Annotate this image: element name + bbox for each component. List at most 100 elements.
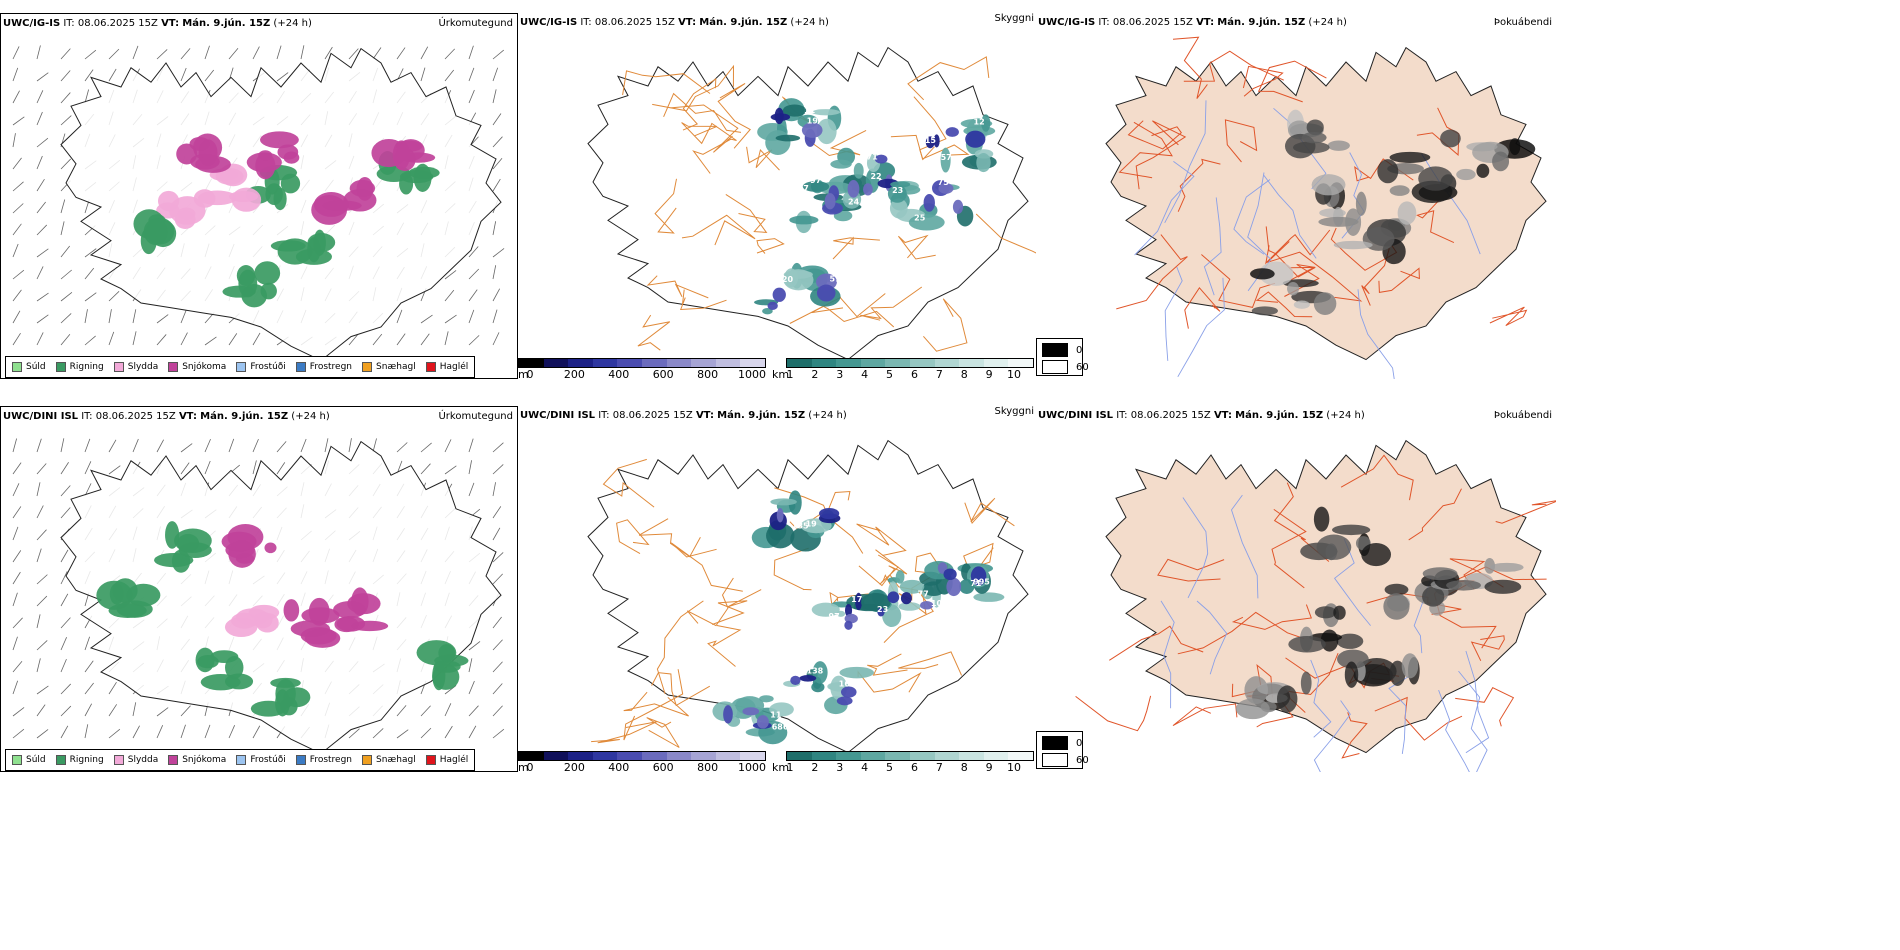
wind-barb — [60, 507, 71, 519]
wind-barb — [204, 69, 215, 82]
road — [1374, 696, 1463, 741]
wind-barb — [228, 438, 235, 453]
wind-barb — [372, 728, 384, 739]
legend-swatch — [113, 755, 124, 765]
visibility-area — [812, 661, 828, 684]
colorbar-segment — [983, 752, 1009, 760]
wind-barb — [60, 438, 65, 453]
precip-area — [394, 147, 416, 172]
wind-barb — [108, 439, 117, 453]
fog-area — [1389, 185, 1410, 196]
wind-barb — [36, 529, 47, 541]
legend-item: Slydda — [113, 755, 158, 765]
colorbar-segment — [959, 752, 984, 760]
legend-swatch — [295, 362, 306, 372]
ceiling-area — [756, 715, 769, 729]
precip-area — [157, 190, 180, 212]
visibility-area — [860, 592, 891, 612]
river — [1160, 600, 1175, 709]
wind-barb — [12, 728, 25, 739]
river — [1203, 197, 1222, 296]
fog-area — [1244, 676, 1268, 705]
road — [1116, 234, 1188, 310]
ceiling-colorbar — [518, 358, 766, 368]
wind-barb — [324, 46, 333, 60]
wind-barb — [12, 571, 21, 585]
river — [1438, 689, 1470, 772]
road — [646, 717, 680, 748]
precip-area — [273, 187, 287, 211]
river — [1333, 538, 1371, 626]
road — [663, 92, 742, 133]
wind-barb — [36, 314, 49, 324]
cloud-legend-swatch — [1042, 753, 1068, 767]
precip-area — [197, 655, 219, 669]
ceiling-area — [965, 130, 986, 148]
legend-label: Snjókoma — [182, 362, 227, 372]
fog-area — [1288, 635, 1326, 653]
wind-barb — [60, 617, 71, 629]
fog-area — [1356, 657, 1397, 685]
wind-barb — [492, 728, 505, 739]
wind-barb — [444, 703, 452, 717]
cloud-legend: 0 60 — [1036, 731, 1089, 769]
wind-barb — [492, 265, 497, 280]
fog-area — [1355, 191, 1367, 216]
wind-barb — [492, 442, 504, 453]
legend-swatch — [55, 362, 66, 372]
precip-area — [283, 687, 311, 708]
wind-barb — [36, 548, 42, 563]
wind-barb — [180, 705, 191, 717]
wind-barb — [84, 335, 96, 346]
panel-header: UWC/DINI ISL IT: 08.06.2025 15Z VT: Mán.… — [1038, 410, 1365, 421]
colorbar-segment — [592, 752, 618, 760]
wind-barb — [84, 461, 92, 475]
road — [756, 238, 785, 254]
ceiling-value-label: 20 — [782, 275, 794, 284]
precip-area — [143, 218, 168, 246]
wind-barb — [180, 462, 190, 475]
wind-barb — [12, 116, 25, 126]
colorbar-tick-label: 7 — [935, 368, 943, 381]
wind-barb — [180, 724, 186, 739]
visibility-area — [827, 682, 843, 691]
road — [1378, 267, 1420, 293]
visibility-area — [811, 602, 840, 617]
ceiling-area — [801, 122, 823, 138]
cloud-legend-item: 0 — [1042, 736, 1082, 750]
ceiling-value-label: 23 — [892, 186, 903, 195]
cloud-legend-label: 60 — [1076, 361, 1089, 373]
wind-barb — [492, 683, 503, 695]
wind-barb — [60, 462, 69, 475]
wind-barb — [396, 729, 409, 739]
wind-barb — [492, 661, 503, 673]
visibility-panel-row1: UWC/IG-IS IT: 08.06.2025 15Z VT: Mán. 9.… — [518, 13, 1036, 379]
ceiling-area — [840, 686, 857, 698]
road — [1157, 558, 1225, 582]
visibility-area — [940, 147, 951, 173]
wind-barb — [492, 464, 504, 475]
visibility-unit: km — [772, 761, 790, 774]
wind-barb — [252, 725, 261, 739]
road — [804, 129, 867, 157]
colorbar-tick-label: 10 — [1007, 761, 1021, 774]
river — [1357, 289, 1395, 379]
legend-label: Frostregn — [309, 362, 353, 372]
wind-barb — [12, 483, 20, 497]
colorbar-tick-label: 5 — [886, 368, 894, 381]
fog-area — [1331, 524, 1371, 536]
legend-swatch — [113, 362, 124, 372]
ceiling-value-label: 105 — [931, 599, 948, 608]
wind-barb — [12, 526, 19, 541]
fog-area — [1418, 166, 1453, 191]
wind-barb — [492, 552, 504, 563]
wind-barb — [492, 705, 503, 717]
colorbar-segment — [811, 359, 837, 367]
wind-barb — [228, 333, 238, 346]
wind-barb — [348, 334, 359, 346]
wind-barb — [12, 90, 20, 104]
colorbar-segment — [543, 359, 569, 367]
colorbar-tick-label: 6 — [910, 761, 918, 774]
road — [1201, 254, 1276, 308]
cloud-legend-item: 0 — [1042, 343, 1082, 357]
